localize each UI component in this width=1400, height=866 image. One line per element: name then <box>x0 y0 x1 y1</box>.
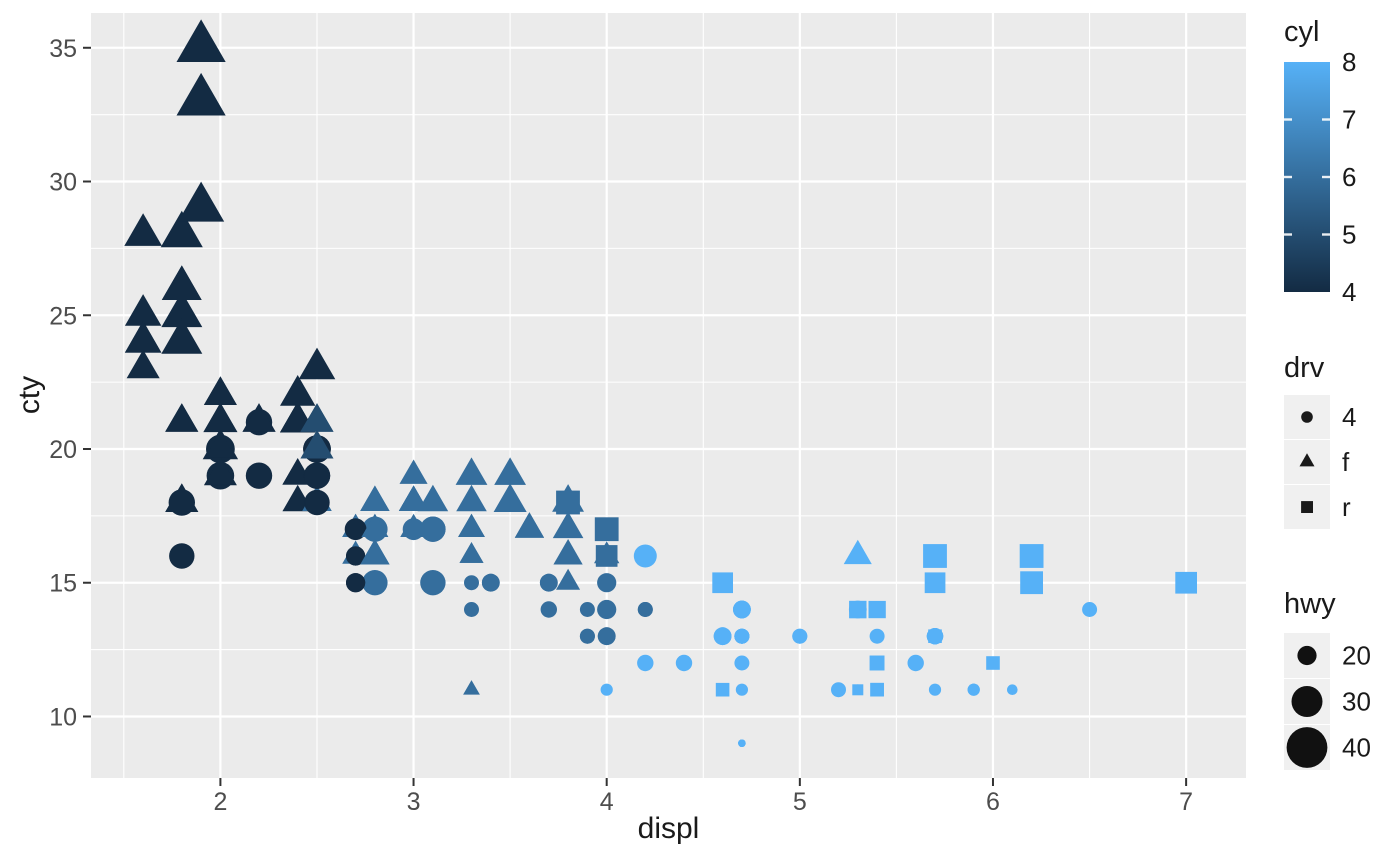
legend-cyl-title: cyl <box>1284 16 1320 48</box>
svg-text:20: 20 <box>1342 641 1371 671</box>
svg-text:15: 15 <box>49 570 77 598</box>
svg-text:5: 5 <box>793 788 807 816</box>
svg-text:30: 30 <box>1342 687 1371 717</box>
svg-text:7: 7 <box>1342 105 1356 135</box>
svg-text:35: 35 <box>49 35 77 63</box>
svg-text:4: 4 <box>600 788 614 816</box>
x-axis-title: displ <box>637 812 700 845</box>
svg-text:f: f <box>1342 447 1350 477</box>
legend-hwy-title: hwy <box>1284 588 1336 620</box>
svg-text:30: 30 <box>49 169 77 197</box>
svg-text:6: 6 <box>986 788 1000 816</box>
svg-text:r: r <box>1342 492 1351 522</box>
svg-text:10: 10 <box>49 703 77 731</box>
svg-text:6: 6 <box>1342 162 1356 192</box>
svg-text:3: 3 <box>407 788 421 816</box>
svg-text:25: 25 <box>49 302 77 330</box>
svg-text:5: 5 <box>1342 220 1356 250</box>
svg-text:7: 7 <box>1179 788 1193 816</box>
svg-text:4: 4 <box>1342 277 1356 307</box>
legend-drv-title: drv <box>1284 352 1325 384</box>
svg-text:8: 8 <box>1342 47 1356 77</box>
svg-text:4: 4 <box>1342 402 1356 432</box>
svg-text:2: 2 <box>213 788 227 816</box>
svg-text:20: 20 <box>49 436 77 464</box>
svg-text:40: 40 <box>1342 733 1371 763</box>
y-axis-title: cty <box>13 375 46 415</box>
